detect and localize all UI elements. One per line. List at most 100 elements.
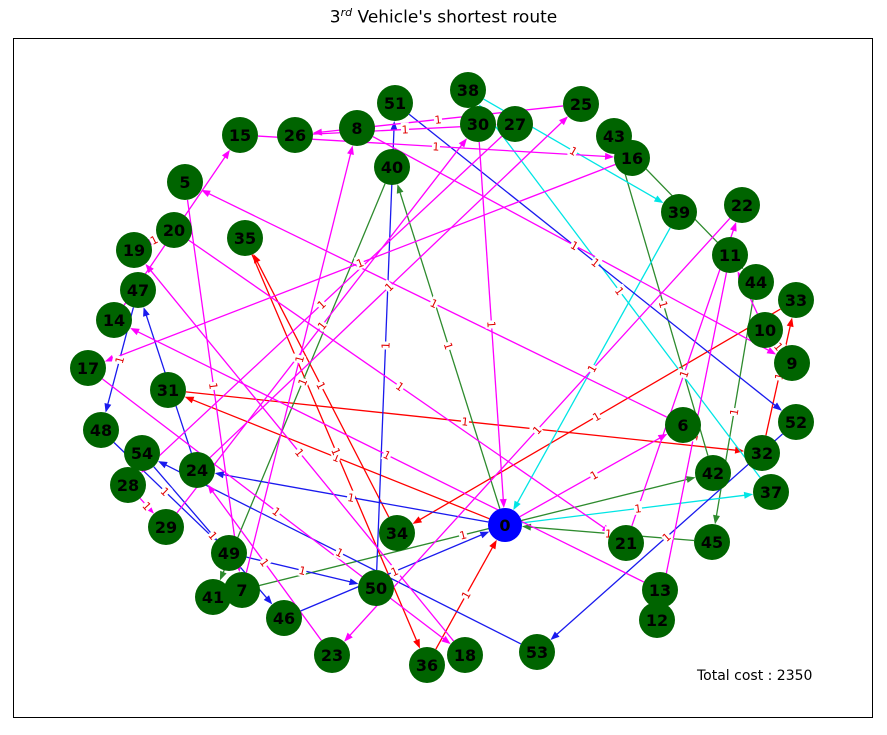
edge-label-background — [378, 341, 392, 350]
arrow-head-icon — [219, 570, 227, 581]
arrow-head-icon — [263, 595, 273, 605]
node-21: 21 — [608, 525, 644, 561]
edge-label-background — [658, 529, 674, 545]
node-label: 36 — [416, 656, 438, 675]
node-26: 26 — [277, 117, 313, 153]
edge-weight-text: 1 — [604, 527, 612, 541]
edge-label-background — [485, 320, 499, 329]
edge-label-background — [388, 563, 401, 579]
arrow-head-icon — [499, 498, 507, 509]
arrow-head-icon — [743, 491, 754, 499]
node-circle — [778, 282, 814, 318]
edge-weight-text: 1 — [379, 342, 392, 350]
node-label: 5 — [179, 173, 190, 192]
node-label: 23 — [321, 646, 343, 665]
node-circle — [148, 509, 184, 545]
edge-weight-text: 1 — [728, 408, 742, 417]
edge-label: 1 — [380, 446, 394, 463]
node-37: 37 — [753, 474, 789, 510]
node-label: 28 — [117, 476, 139, 495]
edge-label-background — [427, 295, 441, 311]
title-text: Vehicle's shortest route — [352, 7, 558, 28]
edge-label-background — [400, 122, 410, 136]
node-label: 15 — [229, 126, 251, 145]
edge-label: 1 — [388, 563, 401, 579]
arrow-head-icon — [145, 263, 154, 274]
plot-frame — [13, 38, 873, 718]
node-circle — [724, 187, 760, 223]
edge-label: 1 — [633, 501, 643, 516]
node-6: 6 — [665, 407, 701, 443]
node-circle — [227, 220, 263, 256]
node-39: 39 — [661, 194, 697, 230]
edge-label-background — [676, 367, 691, 380]
node-label: 21 — [615, 534, 637, 553]
edge-label: 1 — [676, 367, 692, 380]
node-44: 44 — [738, 264, 774, 300]
edge-label: 1 — [587, 466, 600, 483]
edge-label-background — [460, 414, 470, 428]
node-48: 48 — [83, 412, 119, 448]
edge-label-background — [612, 283, 628, 298]
arrow-head-icon — [729, 222, 737, 232]
node-label: 54 — [131, 444, 153, 463]
edge-label-background — [292, 444, 308, 460]
edge-label-background — [257, 555, 273, 570]
node-circle — [778, 404, 814, 440]
node-circle — [120, 272, 156, 308]
arrow-head-icon — [347, 145, 354, 156]
edge-label-background — [656, 298, 672, 311]
arrow-head-icon — [348, 578, 359, 586]
edge-label: 1 — [292, 444, 308, 460]
arrow-head-icon — [713, 514, 720, 525]
node-label: 12 — [646, 611, 668, 630]
node-label: 47 — [127, 281, 149, 300]
edge-weight-text: 1 — [401, 123, 409, 136]
arrow-head-icon — [685, 476, 696, 483]
node-circle — [224, 572, 260, 608]
nodes-layer: 0567891011121314151617181920212223242526… — [70, 72, 814, 683]
node-circle — [379, 515, 415, 551]
node-label: 52 — [785, 413, 807, 432]
node-circle — [167, 164, 203, 200]
node-20: 20 — [156, 212, 192, 248]
node-45: 45 — [694, 524, 730, 560]
node-label: 22 — [731, 196, 753, 215]
edge-label-background — [568, 237, 582, 253]
node-11: 11 — [712, 237, 748, 273]
edge-label-background — [441, 340, 457, 352]
edge-label-background — [771, 338, 787, 354]
node-22: 22 — [724, 187, 760, 223]
edge-label: 1 — [400, 122, 410, 137]
node-label: 8 — [351, 119, 362, 138]
edge-weight-text: 1 — [296, 376, 311, 387]
node-label: 24 — [186, 461, 208, 480]
node-14: 14 — [96, 302, 132, 338]
arrow-head-icon — [772, 402, 782, 411]
node-23: 23 — [314, 637, 350, 673]
edge-weight-text: 1 — [677, 369, 692, 380]
edge-label: 1 — [328, 445, 345, 458]
node-label: 38 — [457, 81, 479, 100]
edge-label-background — [297, 562, 309, 578]
node-label: 17 — [77, 359, 99, 378]
node-circle — [277, 117, 313, 153]
edge-label-background — [457, 527, 469, 542]
edge-weight-text: 1 — [772, 372, 786, 382]
node-7: 7 — [224, 572, 260, 608]
edge-label-background — [589, 408, 603, 424]
node-label: 11 — [719, 246, 741, 265]
edge-weight-text: 1 — [206, 382, 220, 391]
node-34: 34 — [379, 515, 415, 551]
edge-label: 1 — [257, 555, 273, 570]
node-circle — [70, 350, 106, 386]
node-36: 36 — [409, 647, 445, 683]
node-circle — [661, 194, 697, 230]
node-label: 44 — [745, 273, 767, 292]
node-circle — [563, 86, 599, 122]
node-38: 38 — [450, 72, 486, 108]
arrow-head-icon — [201, 189, 211, 197]
node-13: 13 — [642, 572, 678, 608]
node-51: 51 — [377, 85, 413, 121]
